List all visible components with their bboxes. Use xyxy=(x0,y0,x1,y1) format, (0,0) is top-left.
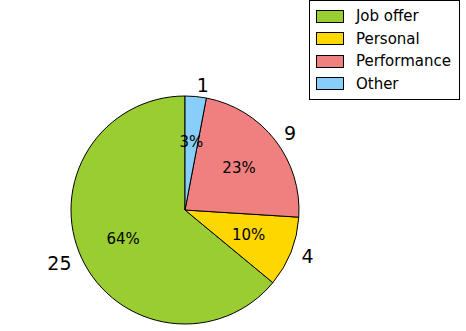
svg-text:23%: 23% xyxy=(222,159,255,177)
svg-text:25: 25 xyxy=(47,252,71,274)
html-text:Personal: Personal xyxy=(355,29,420,48)
svg-text:4: 4 xyxy=(302,245,314,267)
svg-text:9: 9 xyxy=(284,122,296,144)
html-text:Job offer: Job offer xyxy=(355,7,419,26)
html-text:Performance: Performance xyxy=(355,52,451,71)
svg-text:64%: 64% xyxy=(106,230,139,248)
svg-text:3%: 3% xyxy=(180,133,204,151)
html-text:Other: Other xyxy=(355,74,399,93)
svg-text:10%: 10% xyxy=(232,226,265,244)
svg-text:1: 1 xyxy=(197,74,209,96)
